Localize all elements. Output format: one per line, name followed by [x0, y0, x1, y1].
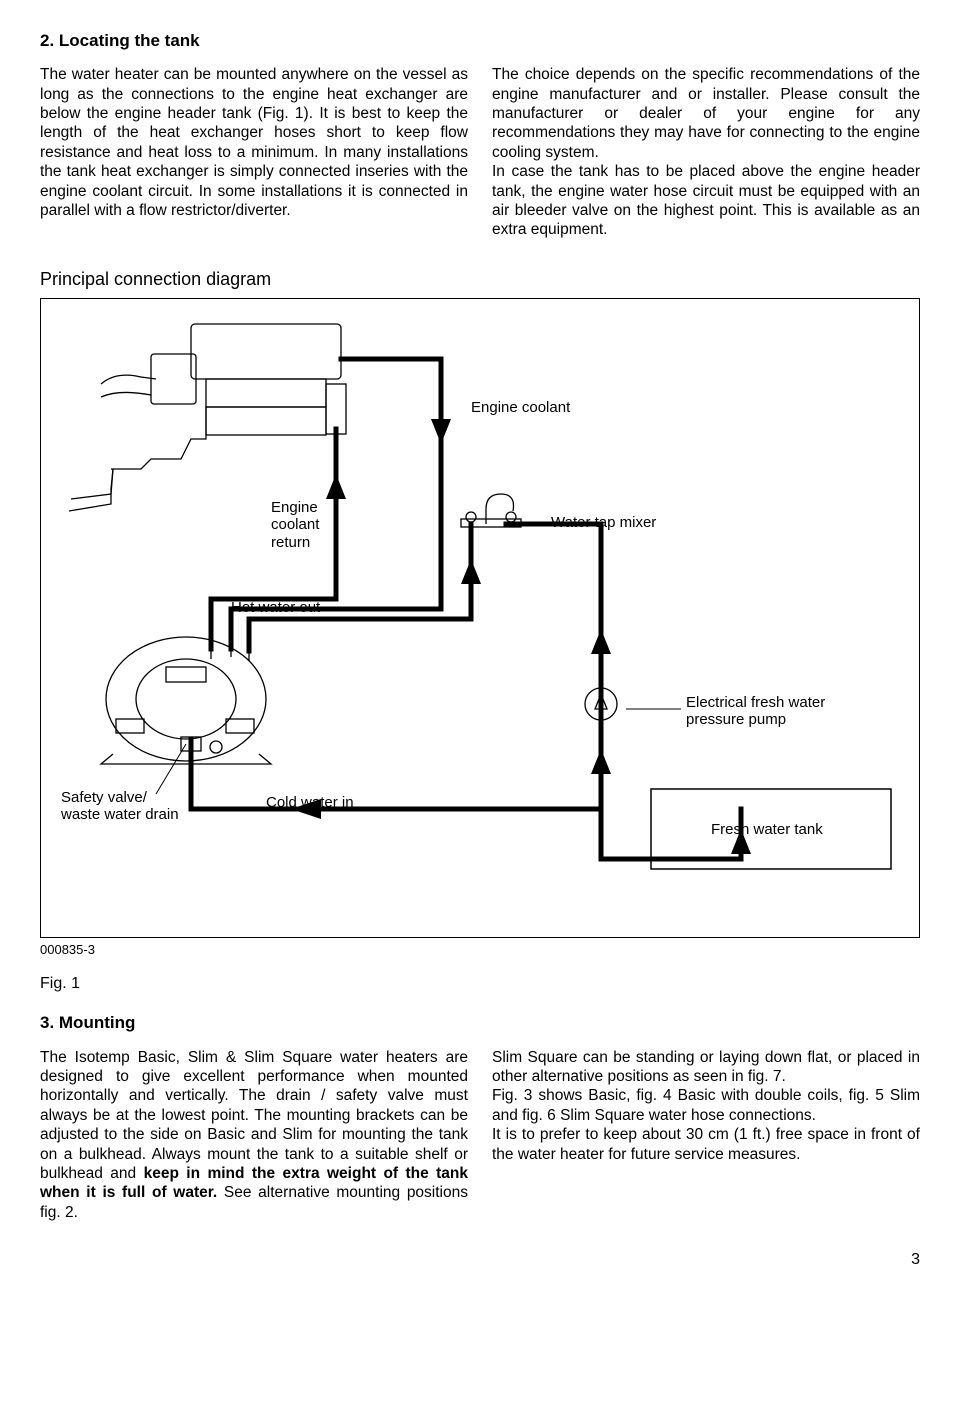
- diagram-title: Principal connection diagram: [40, 268, 920, 291]
- section-3-col1-a: The Isotemp Basic, Slim & Slim Square wa…: [40, 1049, 468, 1182]
- label-fresh-water-tank: Fresh water tank: [711, 821, 823, 838]
- label-cold-water-in: Cold water in: [266, 794, 354, 811]
- label-electrical-pump: Electrical fresh water pressure pump: [686, 694, 825, 729]
- figure-1-caption: Fig. 1: [40, 974, 920, 994]
- label-engine-coolant: Engine coolant: [471, 399, 570, 416]
- section-2-col1: The water heater can be mounted anywhere…: [40, 65, 468, 239]
- diagram-svg: [41, 299, 917, 937]
- label-hot-water-out: Hot water out: [231, 599, 320, 616]
- section-3-col1: The Isotemp Basic, Slim & Slim Square wa…: [40, 1048, 468, 1222]
- section-3-col2: Slim Square can be standing or laying do…: [492, 1048, 920, 1222]
- diagram-reference: 000835-3: [40, 942, 920, 958]
- section-3-title: 3. Mounting: [40, 1012, 920, 1033]
- label-engine-coolant-return: Engine coolant return: [271, 499, 319, 551]
- label-safety-valve: Safety valve/ waste water drain: [61, 789, 179, 824]
- section-2-col2: The choice depends on the specific recom…: [492, 65, 920, 239]
- label-water-tap-mixer: Water tap mixer: [551, 514, 656, 531]
- section-2-title: 2. Locating the tank: [40, 30, 920, 51]
- connection-diagram: Engine coolant Engine coolant return Wat…: [40, 298, 920, 938]
- section-3-body: The Isotemp Basic, Slim & Slim Square wa…: [40, 1048, 920, 1222]
- page-number: 3: [40, 1250, 920, 1270]
- section-2-body: The water heater can be mounted anywhere…: [40, 65, 920, 239]
